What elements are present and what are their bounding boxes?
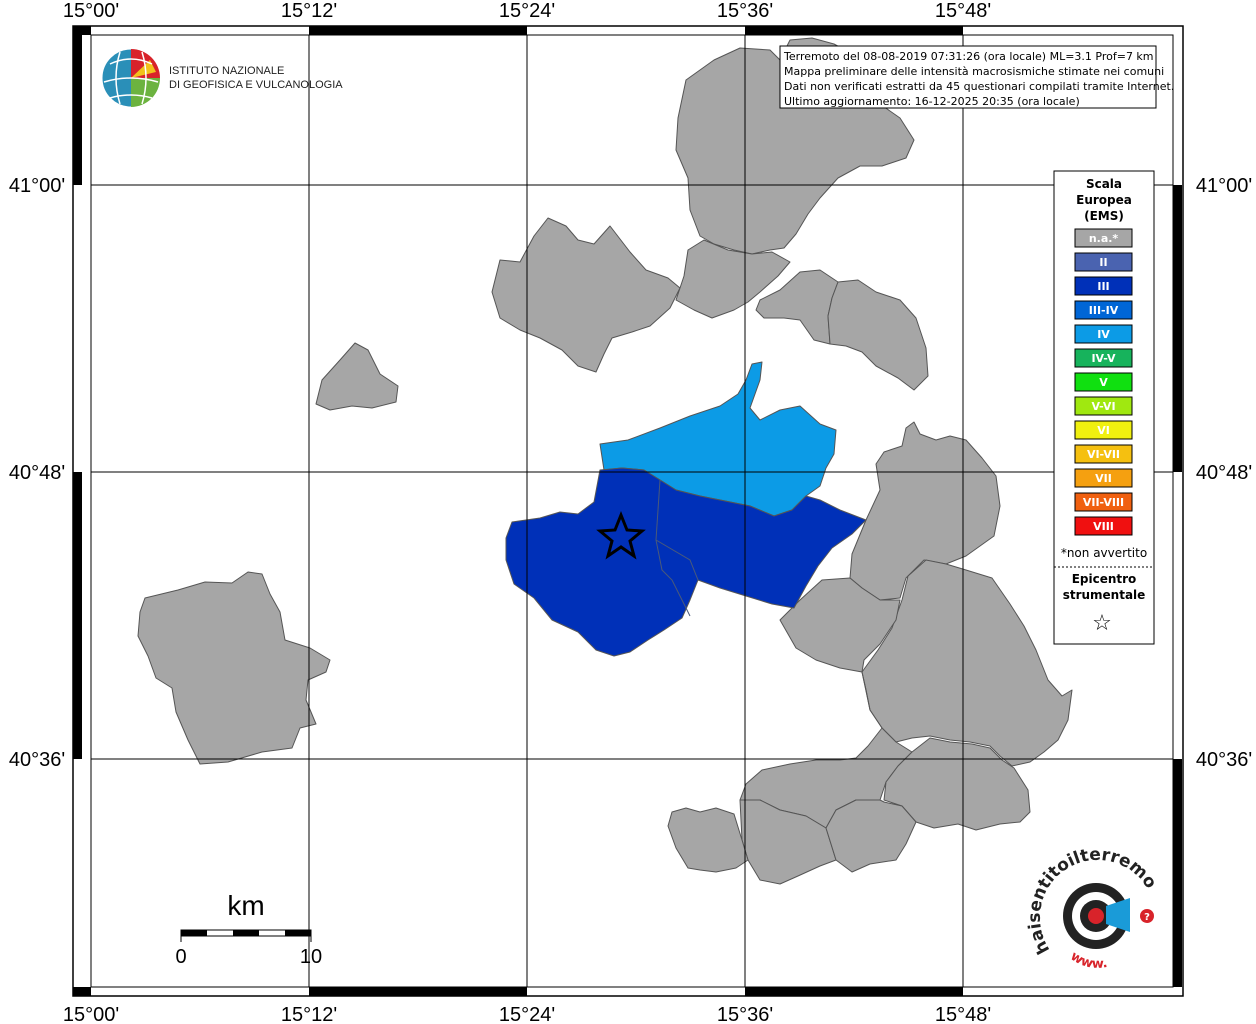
lon-label-top-1: 15°12' xyxy=(281,0,337,22)
legend-swatch-9 xyxy=(1074,444,1133,464)
legend-title-1: Scala xyxy=(1086,177,1122,191)
lon-label-top-2: 15°24' xyxy=(499,0,555,22)
scale-end: 10 xyxy=(300,946,322,968)
epicenter-star-icon xyxy=(596,510,646,560)
legend-swatch-6 xyxy=(1074,372,1133,392)
scale-start: 0 xyxy=(175,946,186,968)
legend-label-2: III xyxy=(1097,280,1109,293)
legend-star-icon: ☆ xyxy=(1092,611,1112,636)
legend-label-7: V-VI xyxy=(1091,400,1115,413)
legend-label-3: III-IV xyxy=(1089,304,1119,317)
municipality-north-5 xyxy=(827,279,929,391)
lon-label-bottom-1: 15°12' xyxy=(281,1004,337,1024)
municipality-west xyxy=(137,571,331,765)
ingv-line-1: ISTITUTO NAZIONALE xyxy=(169,65,284,77)
lat-label-left-0: 41°00' xyxy=(9,175,65,197)
municipality-south-4 xyxy=(825,799,917,873)
legend-swatch-8 xyxy=(1074,420,1133,440)
lon-label-bottom-4: 15°48' xyxy=(935,1004,991,1024)
info-line-4: Ultimo aggiornamento: 16-12-2025 20:35 (… xyxy=(784,95,1080,108)
legend-swatch-7 xyxy=(1074,396,1133,416)
info-line-2: Mappa preliminare delle intensità macros… xyxy=(784,65,1164,78)
info-line-1: Terremoto del 08-08-2019 07:31:26 (ora l… xyxy=(783,50,1154,63)
lat-label-right-0: 41°00' xyxy=(1196,175,1252,197)
lon-label-bottom-3: 15°36' xyxy=(717,1004,773,1024)
lon-label-top-0: 15°00' xyxy=(63,0,119,22)
legend-swatch-10 xyxy=(1074,468,1133,488)
svg-text:?: ? xyxy=(1144,912,1150,923)
legend-label-11: VII-VIII xyxy=(1083,496,1124,509)
municipality-island xyxy=(315,342,399,411)
lon-label-bottom-2: 15°24' xyxy=(499,1004,555,1024)
legend-swatch-0 xyxy=(1074,228,1133,248)
legend-epicenter-2: strumentale xyxy=(1063,588,1146,602)
legend-title-3: (EMS) xyxy=(1084,209,1124,223)
lat-label-right-2: 40°36' xyxy=(1196,749,1252,771)
legend-label-4: IV xyxy=(1097,328,1110,341)
frame-top-checker xyxy=(73,26,963,35)
ingv-logo: ISTITUTO NAZIONALE DI GEOFISICA E VULCAN… xyxy=(101,48,343,108)
municipality-north-1 xyxy=(491,217,681,373)
lat-label-right-1: 40°48' xyxy=(1196,462,1252,484)
legend-items: n.a.*IIIIIIII-IVIVIV-VVV-VIVIVI-VIIVIIVI… xyxy=(1074,228,1133,536)
lon-label-top-4: 15°48' xyxy=(935,0,991,22)
intensity-internal-boundaries xyxy=(655,479,699,617)
municipality-south-2 xyxy=(883,737,1031,831)
legend-label-1: II xyxy=(1099,256,1107,269)
legend-title-2: Europea xyxy=(1076,193,1132,207)
frame-left-checker xyxy=(73,35,82,759)
ingv-line-2: DI GEOFISICA E VULCANOLOGIA xyxy=(169,79,343,91)
lat-label-left-2: 40°36' xyxy=(9,749,65,771)
scale-bar: km 0 10 xyxy=(175,890,322,968)
legend-label-6: V xyxy=(1099,376,1108,389)
legend: Scala Europea (EMS) n.a.*IIIIIIII-IVIVIV… xyxy=(1053,170,1155,645)
legend-swatch-2 xyxy=(1074,276,1133,296)
municipality-east-3 xyxy=(779,577,901,673)
frame-right-checker xyxy=(1173,185,1182,987)
legend-label-12: VIII xyxy=(1093,520,1114,533)
lat-label-left-1: 40°48' xyxy=(9,462,65,484)
legend-swatch-5 xyxy=(1074,348,1133,368)
legend-swatch-12 xyxy=(1074,516,1133,536)
legend-swatch-11 xyxy=(1074,492,1133,512)
scale-unit: km xyxy=(227,890,264,921)
legend-label-9: VI-VII xyxy=(1087,448,1120,461)
lon-label-bottom-0: 15°00' xyxy=(63,1004,119,1024)
legend-label-10: VII xyxy=(1095,472,1112,485)
legend-swatch-1 xyxy=(1074,252,1133,272)
legend-epicenter-1: Epicentro xyxy=(1072,572,1137,586)
municipality-north-3 xyxy=(675,239,791,319)
legend-swatch-3 xyxy=(1074,300,1133,320)
legend-label-0: n.a.* xyxy=(1089,232,1119,245)
legend-label-8: VI xyxy=(1097,424,1110,437)
legend-swatch-4 xyxy=(1074,324,1133,344)
legend-note: *non avvertito xyxy=(1061,546,1147,560)
frame-bottom-checker xyxy=(73,987,963,996)
municipality-south-5 xyxy=(667,807,749,873)
info-line-3: Dati non verificati estratti da 45 quest… xyxy=(784,80,1174,93)
lon-label-top-3: 15°36' xyxy=(717,0,773,22)
legend-label-5: IV-V xyxy=(1091,352,1116,365)
graticule xyxy=(91,35,1173,987)
map-frame-inner xyxy=(90,34,1174,988)
info-box: Terremoto del 08-08-2019 07:31:26 (ora l… xyxy=(779,45,1174,109)
